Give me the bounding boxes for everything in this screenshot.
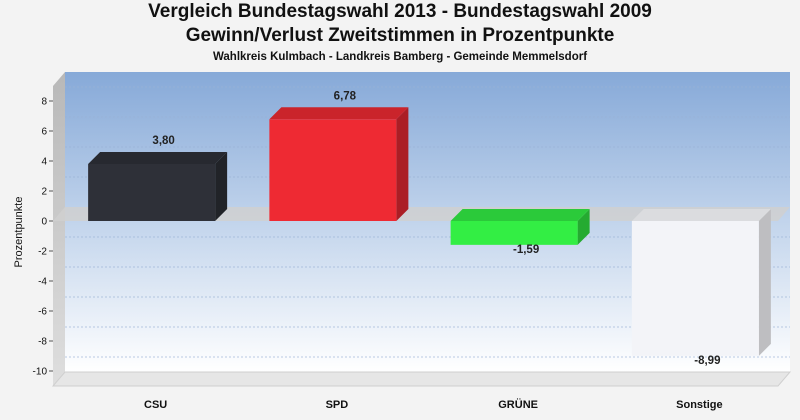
bar-side — [396, 107, 409, 221]
x-category-label: SPD — [326, 399, 349, 411]
y-tick-label: -4 — [38, 277, 47, 288]
bar-front — [88, 164, 216, 221]
zero-plane — [53, 207, 790, 221]
data-label: -8,99 — [694, 355, 720, 367]
x-category-label: GRÜNE — [498, 398, 538, 411]
y-tick-label: -8 — [38, 337, 47, 348]
bar-spd — [269, 107, 409, 221]
chart-subtitle: Wahlkreis Kulmbach - Landkreis Bamberg -… — [212, 51, 588, 63]
x-category-label: CSU — [144, 399, 167, 411]
bar-csu — [88, 152, 228, 221]
chart-title: Vergleich Bundestagswahl 2013 - Bundesta… — [148, 1, 652, 22]
bar-side — [577, 209, 590, 245]
y-tick-label: 2 — [41, 187, 47, 198]
bar-front — [269, 119, 397, 221]
x-category-label: Sonstige — [676, 399, 722, 411]
bar-top — [450, 209, 590, 221]
y-tick-label: -6 — [38, 307, 47, 318]
bar-top — [88, 152, 228, 164]
side-wall — [53, 72, 65, 386]
y-tick-label: -10 — [33, 367, 48, 378]
y-tick-label: 0 — [41, 217, 47, 228]
y-tick-label: -2 — [38, 247, 47, 258]
bar-top — [269, 107, 409, 120]
bar-top — [631, 209, 771, 221]
data-label: 3,80 — [152, 135, 174, 147]
bar-gr-ne — [450, 209, 590, 245]
chart-titles: Vergleich Bundestagswahl 2013 - Bundesta… — [0, 0, 800, 65]
bar-front — [631, 221, 759, 356]
bar-sonstige — [631, 209, 771, 356]
data-label: 6,78 — [334, 90, 357, 102]
y-tick-label: 8 — [41, 97, 47, 108]
y-tick-label: 6 — [41, 127, 47, 138]
plot-area: 8 6 4 2 0 -2 -4 -6 -8 -10 Prozentpunkte 3,80 CSU 6,78… — [13, 72, 792, 411]
y-axis-label: Prozentpunkte — [13, 197, 25, 268]
bar-front — [450, 221, 578, 245]
data-label: -1,59 — [513, 244, 539, 256]
chart-title-line2: Gewinn/Verlust Zweitstimmen in Prozentpu… — [185, 25, 615, 46]
bar-side — [758, 209, 771, 356]
floor — [51, 371, 792, 387]
bar-side — [215, 152, 228, 221]
y-tick-label: 4 — [41, 157, 47, 168]
